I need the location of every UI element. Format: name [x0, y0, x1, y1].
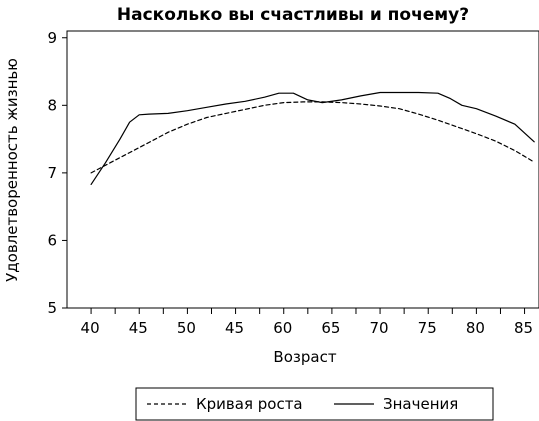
legend-label: Кривая роста — [196, 395, 303, 413]
x-tick-label: 50 — [177, 319, 196, 337]
series-line-growth-curve — [90, 101, 535, 174]
legend-label: Значения — [383, 395, 458, 413]
y-tick-label: 7 — [47, 164, 57, 182]
y-tick-label: 5 — [47, 299, 57, 317]
series-line-values — [90, 91, 535, 185]
y-tick-label: 6 — [47, 231, 57, 249]
legend: Кривая роста Значения — [135, 387, 494, 421]
x-tick-label: 70 — [370, 319, 389, 337]
x-tick-label: 45 — [225, 319, 244, 337]
y-tick-label: 8 — [47, 96, 57, 114]
y-axis-label: Удовлетворенность жизнью — [3, 58, 21, 282]
x-tick-label: 45 — [129, 319, 148, 337]
x-tick-label: 85 — [514, 319, 533, 337]
y-tick-label: 9 — [47, 29, 57, 47]
y-axis: 5 6 7 8 9 — [47, 29, 67, 317]
x-tick-label: 65 — [321, 319, 340, 337]
chart-title: Насколько вы счастливы и почему? — [117, 5, 469, 25]
x-axis: 40 45 50 45 60 65 70 75 80 85 — [81, 308, 533, 337]
x-tick-label: 75 — [418, 319, 437, 337]
legend-box — [135, 387, 494, 421]
series-layer — [90, 91, 535, 185]
plot-frame — [66, 30, 539, 309]
x-axis-label: Возраст — [273, 348, 336, 366]
x-tick-label: 40 — [81, 319, 100, 337]
x-tick-label: 80 — [466, 319, 485, 337]
x-tick-label: 60 — [273, 319, 292, 337]
plot-area — [66, 30, 539, 309]
